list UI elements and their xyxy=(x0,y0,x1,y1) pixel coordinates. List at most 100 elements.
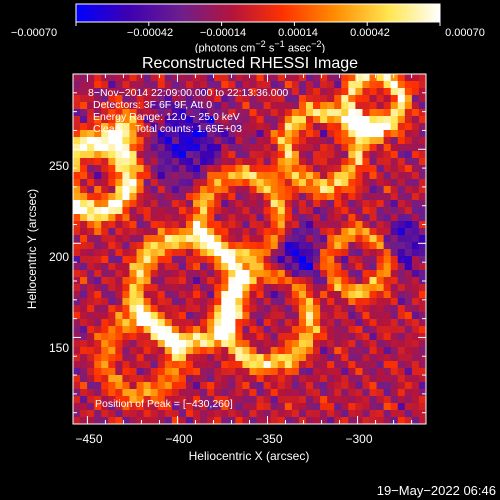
heatmap-cell xyxy=(185,326,194,334)
heatmap-cell xyxy=(270,144,279,152)
heatmap-cell xyxy=(185,81,194,89)
heatmap-cell xyxy=(284,186,293,194)
heatmap-cell xyxy=(87,347,95,355)
heatmap-cell xyxy=(228,312,236,320)
heatmap-cell xyxy=(263,221,272,229)
heatmap-cell xyxy=(193,298,201,306)
heatmap-cell xyxy=(249,319,258,327)
heatmap-cell xyxy=(313,361,321,369)
heatmap-cell xyxy=(397,340,406,348)
heatmap-cell xyxy=(256,116,265,124)
heatmap-cell xyxy=(178,165,187,173)
heatmap-cell xyxy=(178,284,187,292)
heatmap-cell xyxy=(270,333,279,341)
heatmap-cell xyxy=(298,396,307,404)
heatmap-cell xyxy=(277,375,286,383)
heatmap-cell xyxy=(101,130,109,138)
heatmap-cell xyxy=(320,347,328,355)
heatmap-cell xyxy=(355,298,364,306)
heatmap-cell xyxy=(320,221,328,229)
heatmap-cell xyxy=(129,375,138,383)
heatmap-cell xyxy=(185,410,194,418)
heatmap-cell xyxy=(256,396,265,404)
heatmap-cell xyxy=(404,417,413,424)
heatmap-cell xyxy=(207,410,215,418)
heatmap-cell xyxy=(101,116,109,124)
heatmap-cell xyxy=(178,172,187,180)
heatmap-cell xyxy=(383,95,392,103)
heatmap-cell xyxy=(185,88,194,96)
heatmap-cell xyxy=(143,235,152,243)
heatmap-cell xyxy=(298,81,307,89)
heatmap-cell xyxy=(129,228,138,236)
heatmap-cell xyxy=(193,389,201,397)
heatmap-cell xyxy=(178,151,187,159)
heatmap-cell xyxy=(171,354,180,362)
heatmap-cell xyxy=(390,207,399,215)
heatmap-cell xyxy=(376,256,385,264)
heatmap-cell xyxy=(228,277,236,285)
heatmap-cell xyxy=(214,207,222,215)
heatmap-cell xyxy=(383,382,392,390)
heatmap-cell xyxy=(397,417,406,424)
heatmap-cell xyxy=(87,417,95,424)
heatmap-cell xyxy=(383,263,392,271)
heatmap-cell xyxy=(298,319,307,327)
heatmap-cell xyxy=(327,270,335,278)
heatmap-cell xyxy=(383,403,392,411)
heatmap-cell xyxy=(284,368,293,376)
heatmap-cell xyxy=(122,375,131,383)
heatmap-cell xyxy=(235,186,244,194)
heatmap-cell xyxy=(122,270,131,278)
heatmap-cell xyxy=(101,319,109,327)
heatmap-cell xyxy=(200,354,208,362)
heatmap-cell xyxy=(383,165,392,173)
heatmap-cell xyxy=(73,326,81,334)
heatmap-cell xyxy=(291,109,300,117)
heatmap-cell xyxy=(178,137,187,145)
heatmap-cell xyxy=(157,172,166,180)
heatmap-cell xyxy=(136,389,145,397)
heatmap-cell xyxy=(327,396,335,404)
heatmap-cell xyxy=(348,200,356,208)
heatmap-cell xyxy=(334,144,342,152)
heatmap-cell xyxy=(348,340,356,348)
heatmap-cell xyxy=(235,340,244,348)
heatmap-cell xyxy=(228,228,236,236)
heatmap-cell xyxy=(200,116,208,124)
heatmap-cell xyxy=(221,221,229,229)
heatmap-cell xyxy=(122,151,131,159)
heatmap-cell xyxy=(404,88,413,96)
heatmap-cell xyxy=(369,116,378,124)
heatmap-cell xyxy=(284,193,293,201)
heatmap-cell xyxy=(178,305,187,313)
heatmap-cell xyxy=(249,158,258,166)
heatmap-cell xyxy=(214,305,222,313)
heatmap-cell xyxy=(404,263,413,271)
heatmap-cell xyxy=(305,368,314,376)
heatmap-cell xyxy=(115,312,124,320)
heatmap-cell xyxy=(291,95,300,103)
heatmap-cell xyxy=(235,88,244,96)
heatmap-cell xyxy=(362,137,371,145)
heatmap-cell xyxy=(143,270,152,278)
heatmap-cell xyxy=(122,172,131,180)
colorbar-gradient xyxy=(75,3,441,23)
heatmap-cell xyxy=(263,228,272,236)
heatmap-cell xyxy=(327,221,335,229)
heatmap-cell xyxy=(122,396,131,404)
heatmap-cell xyxy=(235,270,244,278)
heatmap-cell xyxy=(193,193,201,201)
heatmap-cell xyxy=(277,88,286,96)
heatmap-cell xyxy=(249,172,258,180)
heatmap-cell xyxy=(383,116,392,124)
heatmap-cell xyxy=(305,200,314,208)
heatmap-cell xyxy=(171,88,180,96)
heatmap-cell xyxy=(256,221,265,229)
heatmap-cell xyxy=(164,74,173,82)
heatmap-cell xyxy=(207,333,215,341)
heatmap-cell xyxy=(270,74,279,82)
heatmap-cell xyxy=(221,249,229,257)
heatmap-cell xyxy=(369,305,378,313)
heatmap-cell xyxy=(418,340,426,348)
